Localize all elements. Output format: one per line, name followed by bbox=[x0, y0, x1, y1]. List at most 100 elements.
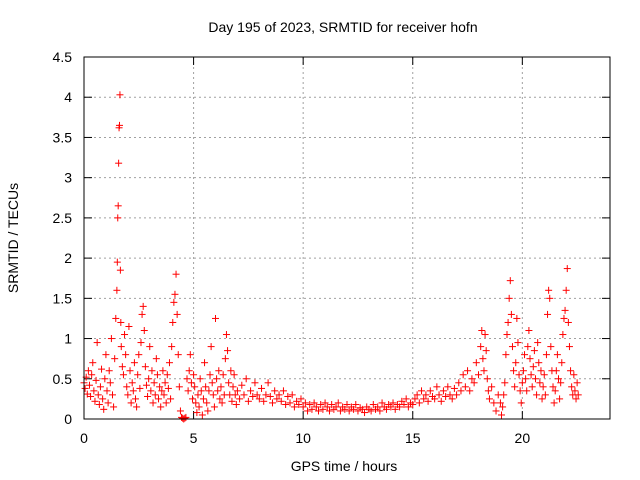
data-point bbox=[141, 363, 149, 371]
data-point bbox=[535, 359, 543, 367]
data-point bbox=[195, 403, 203, 411]
data-point bbox=[446, 391, 454, 399]
data-point bbox=[212, 314, 219, 322]
data-point bbox=[159, 367, 167, 375]
data-point bbox=[225, 379, 233, 387]
x-axis-label: GPS time / hours bbox=[291, 458, 398, 474]
data-point bbox=[319, 405, 327, 413]
data-point bbox=[193, 409, 201, 417]
data-point bbox=[492, 407, 500, 415]
data-point bbox=[503, 331, 511, 339]
data-point bbox=[173, 310, 181, 318]
data-point bbox=[194, 391, 202, 399]
data-point bbox=[161, 379, 169, 387]
data-point bbox=[550, 399, 558, 407]
data-point bbox=[158, 387, 166, 395]
data-point bbox=[459, 371, 467, 379]
data-point bbox=[282, 401, 290, 409]
data-point bbox=[165, 359, 173, 367]
data-point bbox=[525, 327, 533, 335]
data-point bbox=[149, 399, 157, 407]
data-point bbox=[196, 375, 204, 383]
data-point bbox=[540, 371, 548, 379]
x-tick-label: 0 bbox=[80, 430, 88, 446]
data-point bbox=[204, 407, 212, 415]
data-point bbox=[549, 383, 557, 391]
y-tick-label: 1.5 bbox=[53, 290, 73, 306]
data-point bbox=[103, 387, 111, 395]
data-point bbox=[277, 397, 285, 405]
data-point bbox=[558, 359, 566, 367]
data-point bbox=[442, 392, 450, 400]
data-point bbox=[488, 383, 496, 391]
data-point bbox=[466, 387, 474, 395]
data-point bbox=[439, 387, 447, 395]
data-point bbox=[572, 395, 580, 403]
data-point bbox=[92, 376, 100, 384]
data-point bbox=[114, 202, 122, 210]
data-point bbox=[345, 407, 353, 415]
data-point bbox=[113, 286, 121, 294]
data-point bbox=[108, 391, 116, 399]
data-point bbox=[91, 397, 99, 405]
y-tick-label: 4.5 bbox=[53, 49, 73, 65]
data-point bbox=[247, 387, 255, 395]
data-point bbox=[96, 383, 104, 391]
x-tick-label: 15 bbox=[405, 430, 421, 446]
data-point bbox=[382, 405, 390, 413]
data-point bbox=[505, 294, 513, 302]
data-point bbox=[574, 391, 582, 399]
data-point bbox=[253, 391, 261, 399]
data-point bbox=[402, 395, 410, 403]
data-point bbox=[499, 403, 507, 411]
data-point bbox=[506, 277, 514, 285]
data-point bbox=[94, 391, 102, 399]
data-point bbox=[411, 395, 419, 403]
data-point bbox=[210, 403, 218, 411]
data-point bbox=[119, 371, 127, 379]
y-tick-label: 3 bbox=[64, 170, 72, 186]
data-point bbox=[128, 379, 136, 387]
data-point bbox=[176, 407, 184, 415]
data-point bbox=[150, 379, 158, 387]
data-point bbox=[297, 395, 305, 403]
data-point bbox=[496, 399, 504, 407]
data-point bbox=[501, 379, 509, 387]
data-point bbox=[556, 395, 564, 403]
data-point bbox=[562, 286, 570, 294]
data-point bbox=[185, 367, 193, 375]
data-point bbox=[514, 339, 522, 347]
data-point bbox=[396, 403, 404, 411]
data-point bbox=[84, 367, 92, 375]
data-point bbox=[485, 395, 493, 403]
data-point bbox=[420, 395, 428, 403]
data-point bbox=[376, 407, 384, 415]
data-point bbox=[186, 351, 194, 359]
data-point bbox=[301, 399, 309, 407]
data-point bbox=[98, 365, 106, 373]
data-point bbox=[504, 318, 512, 326]
data-point bbox=[522, 375, 530, 383]
data-point bbox=[475, 371, 482, 379]
data-point bbox=[171, 290, 179, 298]
data-point bbox=[113, 258, 121, 266]
data-point bbox=[107, 335, 115, 343]
data-point bbox=[227, 367, 235, 375]
data-point bbox=[568, 383, 576, 391]
data-point bbox=[106, 379, 114, 387]
data-point bbox=[117, 343, 125, 351]
data-point bbox=[275, 391, 283, 399]
data-point bbox=[336, 407, 344, 415]
data-point bbox=[519, 367, 527, 375]
data-point bbox=[197, 387, 205, 395]
data-point bbox=[138, 310, 146, 318]
data-point bbox=[477, 343, 485, 351]
data-point bbox=[523, 387, 531, 395]
data-point bbox=[299, 403, 307, 411]
data-point bbox=[444, 383, 452, 391]
data-point bbox=[157, 403, 165, 411]
data-point bbox=[464, 367, 472, 375]
data-point bbox=[135, 351, 143, 359]
data-point bbox=[172, 270, 180, 278]
data-point bbox=[400, 401, 408, 409]
